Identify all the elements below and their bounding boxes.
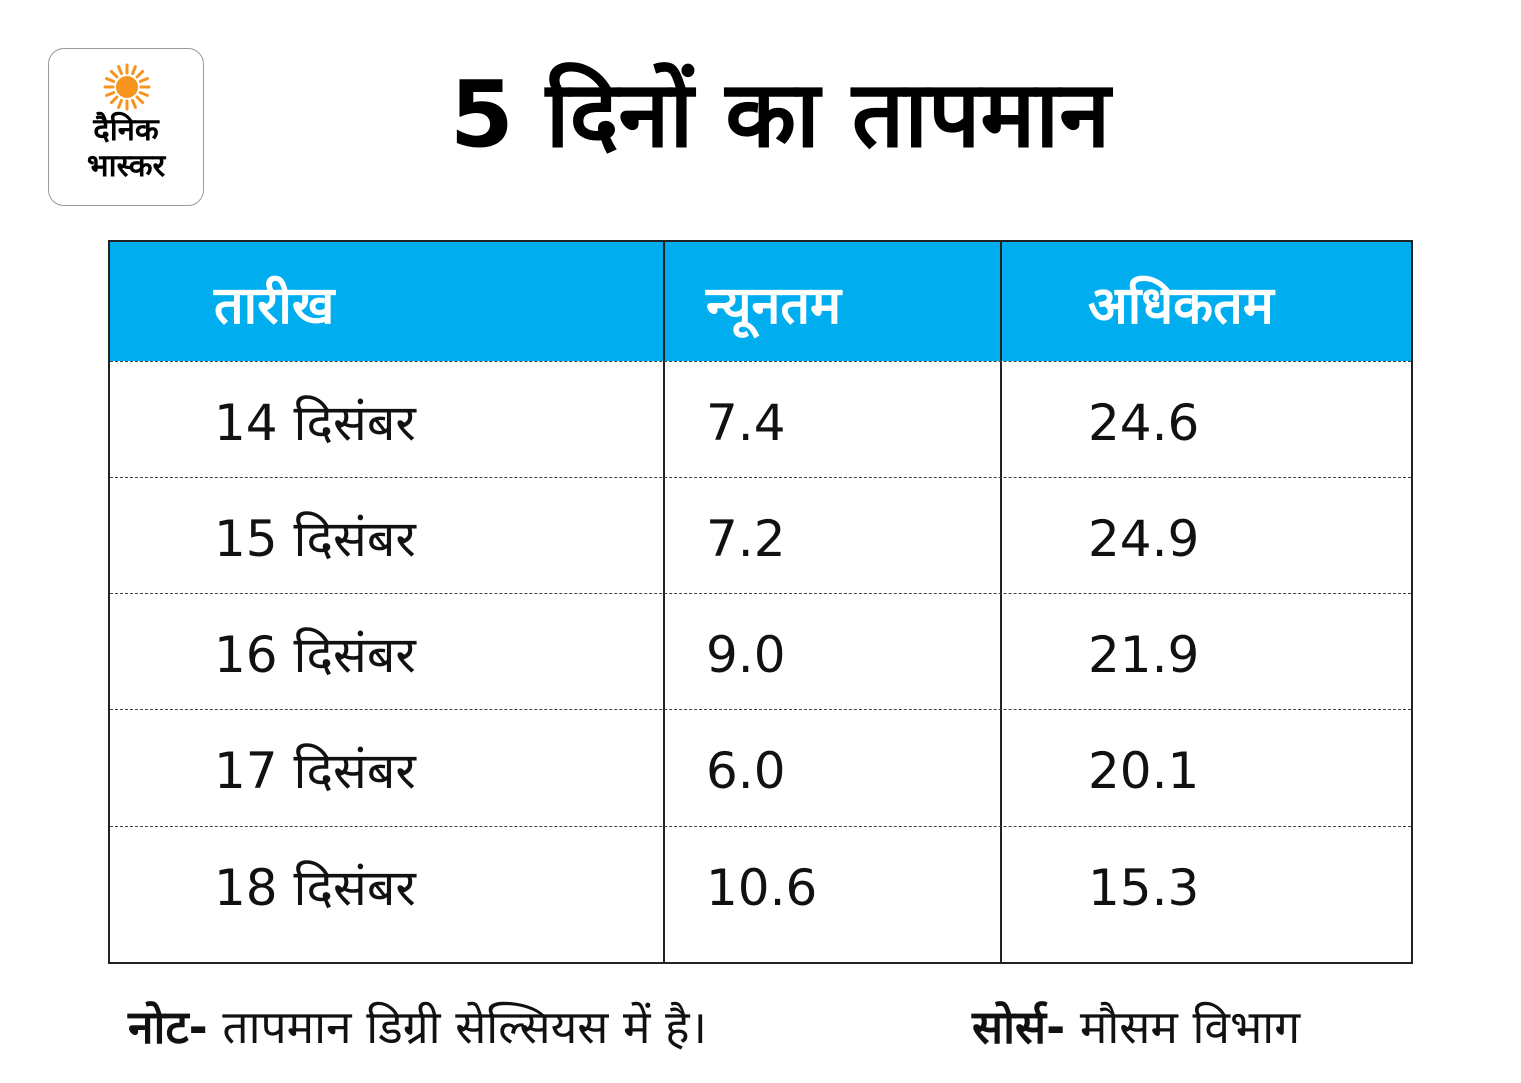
table-cell-max: 24.9 [1088,510,1200,568]
table-cell-date: 15 दिसंबर [214,510,416,568]
table-cell-min: 7.4 [706,394,786,452]
table-header-row: तारीख न्यूनतम अधिकतम [110,242,1411,361]
table-cell-min: 9.0 [706,626,786,684]
row-divider [110,826,1411,827]
sun-icon [103,63,151,111]
table-cell-min: 6.0 [706,742,786,800]
row-divider [110,477,1411,478]
table-cell-max: 21.9 [1088,626,1200,684]
logo-text-line1: दैनिक [93,112,159,148]
table-cell-min: 7.2 [706,510,786,568]
table-cell-date: 14 दिसंबर [214,394,416,452]
table-cell-max: 15.3 [1088,859,1200,917]
column-divider [663,242,665,962]
logo-text-line2: भास्कर [86,148,166,184]
row-divider [110,361,1411,362]
brand-logo: दैनिक भास्कर [48,48,204,206]
source-body: मौसम विभाग [1065,1000,1301,1054]
table-cell-date: 16 दिसंबर [214,626,416,684]
table-cell-max: 24.6 [1088,394,1200,452]
header-min: न्यूनतम [706,276,842,336]
header-max: अधिकतम [1088,276,1274,336]
temperature-table: तारीख न्यूनतम अधिकतम 14 दिसंबर 7.4 24.6 … [108,240,1413,964]
row-divider [110,709,1411,710]
note-text: नोट- तापमान डिग्री सेल्सियस में है। [128,995,707,1059]
note-label: नोट- [128,1000,208,1054]
note-body: तापमान डिग्री सेल्सियस में है। [207,1000,707,1054]
table-cell-max: 20.1 [1088,742,1200,800]
column-divider [1000,242,1002,962]
source-label: सोर्स- [972,1000,1066,1054]
table-cell-date: 17 दिसंबर [214,742,416,800]
table-cell-date: 18 दिसंबर [214,859,416,917]
header-date: तारीख [214,276,335,336]
source-text: सोर्स- मौसम विभाग [972,995,1300,1059]
page-title: 5 दिनों का तापमान [449,61,1111,168]
table-cell-min: 10.6 [706,859,818,917]
row-divider [110,593,1411,594]
